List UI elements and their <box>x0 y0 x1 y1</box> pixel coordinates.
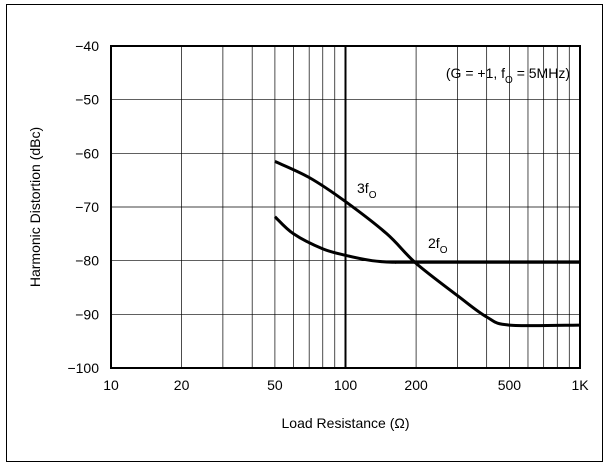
y-axis-label: Harmonic Distortion (dBc) <box>27 127 43 287</box>
x-tick-label: 20 <box>174 377 190 393</box>
x-tick-label: 1K <box>571 377 589 393</box>
y-tick-label: −60 <box>75 145 99 161</box>
x-axis-label: Load Resistance (Ω) <box>282 415 410 431</box>
series-label-2fo: 2fO <box>428 235 448 256</box>
y-tick-labels: −40 −50 −60 −70 −80 −90 −100 <box>67 38 99 376</box>
y-tick-label: −50 <box>75 92 99 108</box>
series-line-2fo <box>273 215 580 264</box>
y-tick-label: −40 <box>75 38 99 54</box>
x-tick-label: 500 <box>498 377 522 393</box>
series-label-3fo: 3fO <box>357 180 377 201</box>
x-tick-labels: 10 20 50 100 200 500 1K <box>103 377 589 393</box>
y-tick-label: −100 <box>67 360 99 376</box>
test-condition-annotation: (G = +1, fO = 5MHz) <box>446 65 570 86</box>
series-group <box>273 160 581 328</box>
x-tick-label: 100 <box>334 377 358 393</box>
y-tick-label: −90 <box>75 306 99 322</box>
y-tick-label: −70 <box>75 199 99 215</box>
x-tick-label: 10 <box>103 377 119 393</box>
y-tick-label: −80 <box>75 253 99 269</box>
grid <box>111 46 580 368</box>
x-tick-label: 200 <box>404 377 428 393</box>
figure-frame <box>6 4 603 462</box>
plot-border <box>110 45 581 369</box>
x-tick-label: 50 <box>267 377 283 393</box>
